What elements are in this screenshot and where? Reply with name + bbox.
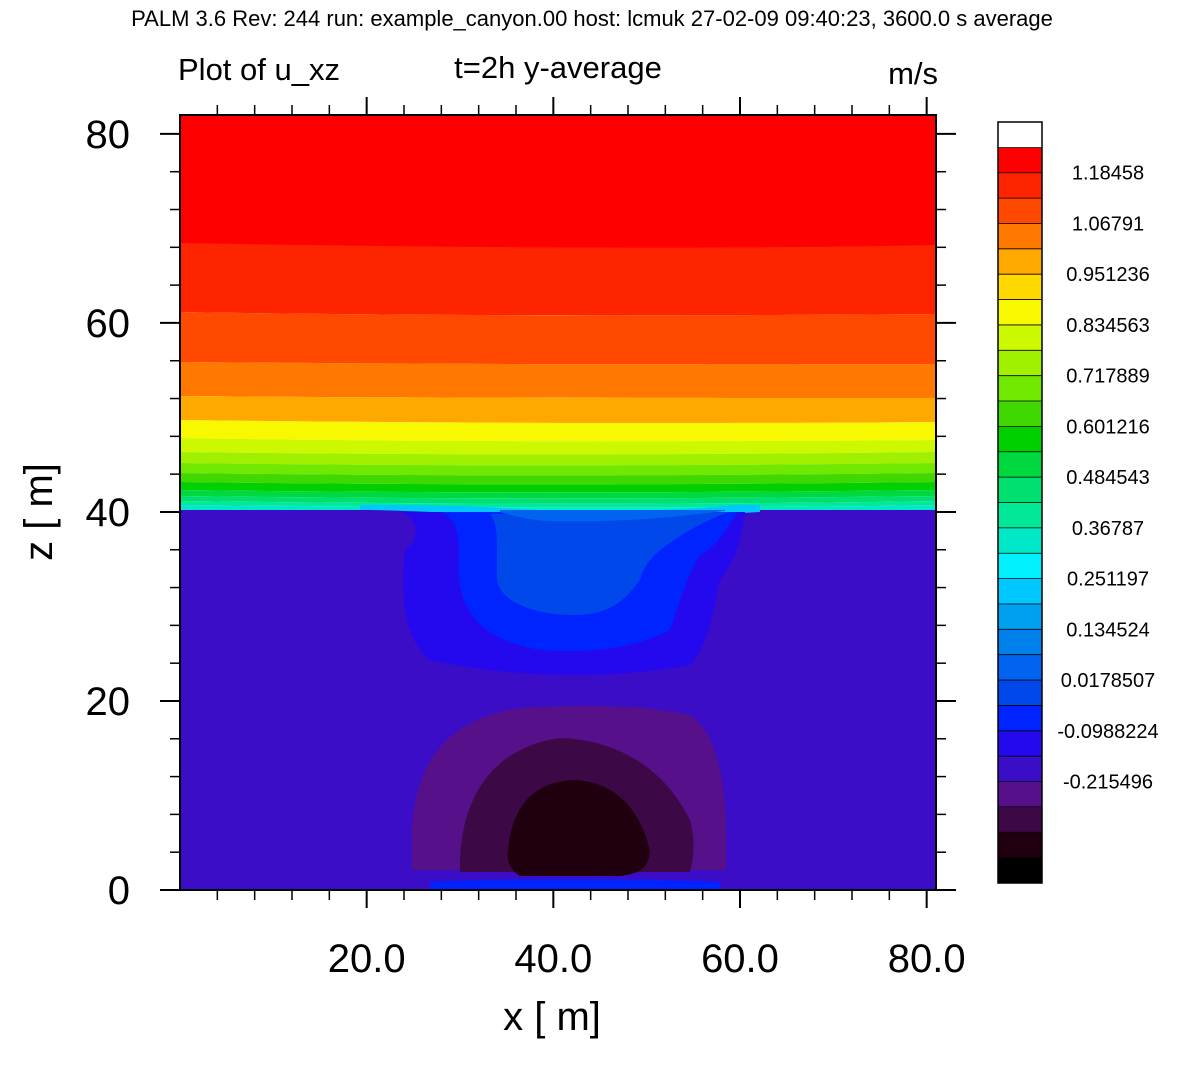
colorbar-swatch (998, 730, 1042, 757)
y-tick-label: 60 (86, 302, 131, 346)
colorbar-swatch (998, 324, 1042, 351)
plot-units: m/s (888, 56, 938, 91)
colorbar-label: 0.484543 (1066, 467, 1149, 489)
colorbar-swatch (998, 857, 1042, 884)
colorbar-swatch (998, 527, 1042, 554)
colorbar-swatch (998, 401, 1042, 427)
y-axis-label: z [ m] (17, 463, 61, 561)
y-tick-label: 20 (86, 680, 131, 724)
band-level-7 (180, 420, 936, 442)
canyon-level-blue-inner (490, 512, 730, 616)
minor-ticks (170, 105, 946, 900)
colorbar-swatch (998, 375, 1042, 402)
plot-frame (179, 114, 937, 891)
band-level-9 (180, 362, 936, 398)
colorbar-label: 1.18458 (1072, 163, 1144, 185)
colorbar-swatch (998, 299, 1042, 326)
colorbar-swatch (998, 502, 1042, 529)
x-tick-label: 20.0 (328, 937, 406, 981)
band-level-2 (180, 482, 936, 493)
colorbar-swatch (998, 451, 1042, 478)
colorbar-swatch (998, 274, 1042, 301)
colorbar-swatch (998, 781, 1042, 808)
colorbar-label: 0.834563 (1066, 315, 1149, 337)
x-axis-label: x [ m] (503, 995, 601, 1039)
colorbar-label: -0.0988224 (1057, 721, 1158, 743)
colorbar-swatch (998, 477, 1042, 503)
colorbar-swatch (998, 198, 1042, 224)
contour-field (180, 115, 936, 890)
band-level-0c (180, 496, 936, 504)
plot-subtitle: t=2h y-average (454, 50, 662, 85)
band-level-12 (180, 115, 936, 250)
band-level-5 (180, 452, 936, 466)
ground-jet (430, 879, 720, 890)
colorbar-swatch (998, 680, 1042, 706)
colorbar-swatch (998, 756, 1042, 783)
colorbar-swatch (998, 122, 1042, 148)
band-level-3 (180, 473, 936, 485)
x-tick-label: 80.0 (888, 937, 966, 981)
colorbar-swatch (998, 553, 1042, 580)
colorbar-label: 0.36787 (1072, 518, 1144, 540)
colorbar-swatch (998, 172, 1042, 199)
x-axis: 20.0 40.0 60.0 80.0 (328, 97, 966, 981)
y-tick-label: 80 (86, 113, 131, 157)
band-level-10 (180, 312, 936, 365)
plot-title: Plot of u_xz (178, 52, 340, 87)
colorbar-swatch (998, 832, 1042, 859)
colorbar-swatch (998, 147, 1042, 174)
run-info-header: PALM 3.6 Rev: 244 run: example_canyon.00… (131, 6, 1053, 31)
x-tick-label: 40.0 (514, 937, 592, 981)
band-level-8 (180, 396, 936, 424)
y-tick-label: 0 (108, 869, 130, 913)
colorbar-swatch (998, 578, 1042, 605)
colorbar-label: 0.951236 (1066, 264, 1149, 286)
colorbar-swatch (998, 223, 1042, 250)
vortex-level-inner (507, 780, 650, 876)
band-level-6 (180, 438, 936, 455)
colorbar-label: 0.717889 (1066, 366, 1149, 388)
colorbar-label: 0.601216 (1066, 416, 1149, 438)
band-level-1 (180, 490, 936, 499)
colorbar-swatch (998, 603, 1042, 630)
colorbar-swatch (998, 705, 1042, 732)
x-tick-label: 60.0 (701, 937, 779, 981)
band-level-11 (180, 243, 936, 316)
y-tick-label: 40 (86, 491, 131, 535)
colorbar-label: 1.06791 (1072, 213, 1144, 235)
colorbar-label: 0.134524 (1066, 619, 1149, 641)
colorbar-swatch (998, 629, 1042, 656)
y-axis: 0 20 40 60 80 (86, 113, 956, 913)
colorbar-label: 0.0178507 (1061, 670, 1156, 692)
colorbar-swatch (998, 806, 1042, 833)
colorbar: 1.18458 1.06791 0.951236 0.834563 0.717889 0.… (997, 121, 1159, 884)
colorbar-swatch (998, 350, 1042, 377)
band-level-4 (180, 463, 936, 476)
colorbar-swatch (998, 248, 1042, 275)
colorbar-label: -0.215496 (1063, 772, 1153, 794)
canyon-level-blue-top (500, 510, 725, 522)
colorbar-label: 0.251197 (1067, 569, 1149, 591)
colorbar-swatch (998, 654, 1042, 681)
colorbar-swatch (998, 426, 1042, 453)
